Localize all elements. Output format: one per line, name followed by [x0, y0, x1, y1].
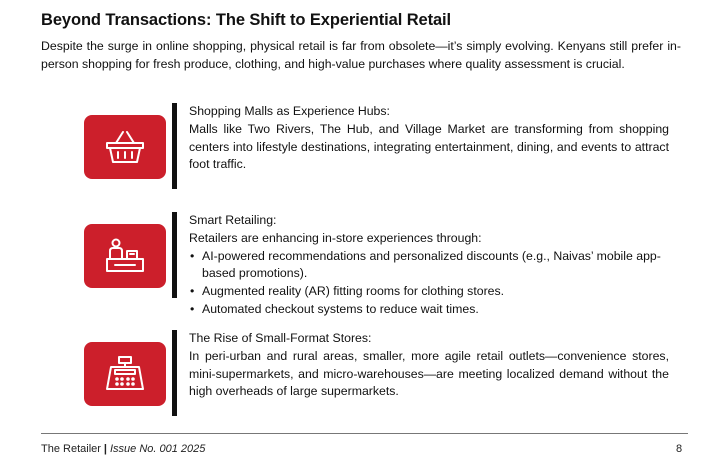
icon-tile [84, 342, 166, 406]
section-heading: Shopping Malls as Experience Hubs: [189, 104, 390, 118]
footer-rule [41, 433, 688, 434]
publication-name: The Retailer [41, 443, 101, 455]
list-item: Automated checkout systems to reduce wai… [189, 301, 669, 319]
section-shopping-malls: Shopping Malls as Experience Hubs: Malls… [84, 103, 674, 193]
cash-register-icon [106, 356, 144, 390]
section-text: In peri-urban and rural areas, smaller, … [189, 348, 669, 399]
section-body: Smart Retailing: Retailers are enhancing… [189, 212, 669, 319]
section-smart-retailing: Smart Retailing: Retailers are enhancing… [84, 212, 674, 319]
section-body: Shopping Malls as Experience Hubs: Malls… [189, 103, 669, 174]
page-number: 8 [676, 443, 683, 455]
section-divider [172, 330, 177, 416]
list-item: AI-powered recommendations and personali… [189, 248, 669, 284]
bullet-list: AI-powered recommendations and personali… [189, 248, 669, 319]
section-text: Retailers are enhancing in-store experie… [189, 230, 482, 245]
section-body: The Rise of Small-Format Stores: In peri… [189, 330, 669, 401]
cashier-counter-icon [106, 238, 144, 272]
section-small-format-stores: The Rise of Small-Format Stores: In peri… [84, 330, 674, 420]
section-divider [172, 212, 177, 298]
shopping-basket-icon [106, 131, 144, 163]
section-text: Malls like Two Rivers, The Hub, and Vill… [189, 121, 669, 172]
intro-paragraph: Despite the surge in online shopping, ph… [41, 39, 681, 71]
page-title: Beyond Transactions: The Shift to Experi… [41, 11, 452, 29]
icon-tile [84, 115, 166, 179]
footer-publication: The Retailer | Issue No. 001 2025 [41, 443, 205, 455]
section-heading: The Rise of Small-Format Stores: [189, 331, 372, 345]
list-item: Augmented reality (AR) fitting rooms for… [189, 283, 669, 301]
section-divider [172, 103, 177, 189]
section-heading: Smart Retailing: [189, 213, 277, 227]
issue-number: Issue No. 001 2025 [110, 443, 206, 455]
footer-separator: | [103, 443, 107, 455]
icon-tile [84, 224, 166, 288]
